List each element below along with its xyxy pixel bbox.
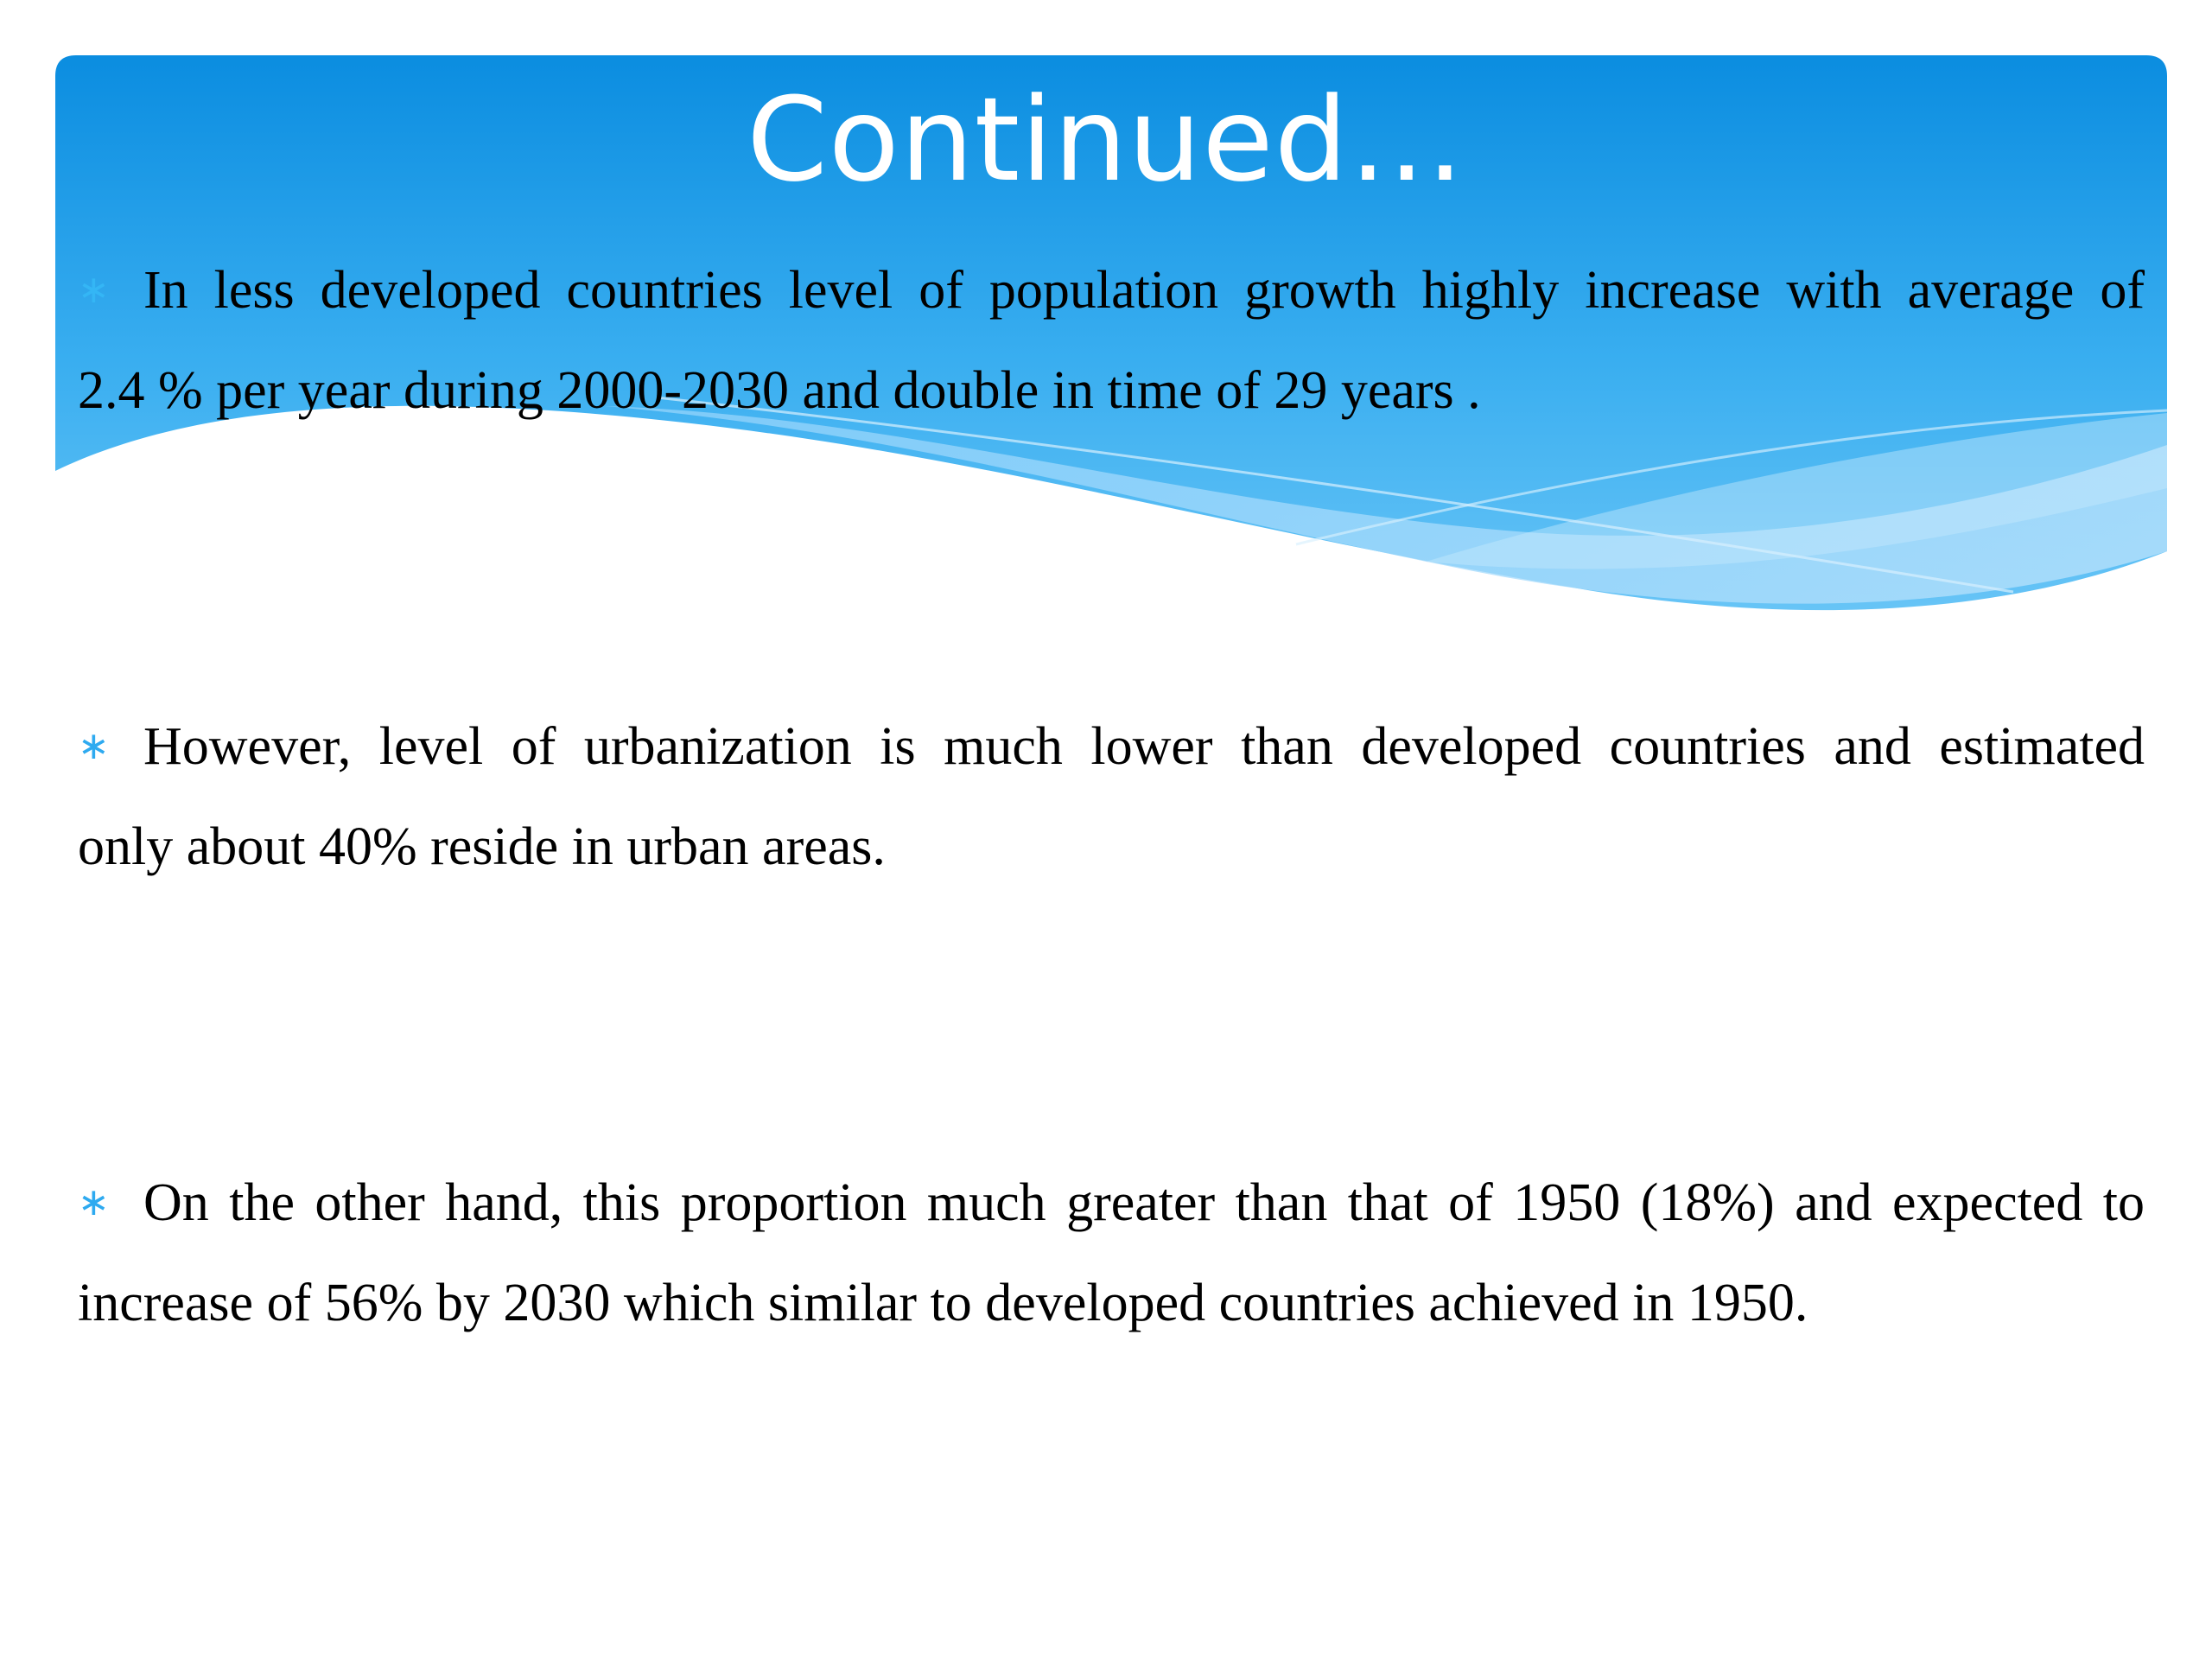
asterisk-bullet-icon: ∗	[78, 268, 110, 312]
header-banner	[55, 55, 2168, 611]
wave-thin-line-2	[1295, 409, 2168, 546]
bullet-text-line-1: However, level of urbanization is much l…	[143, 717, 2145, 776]
bullet-text-line-2: increase of 56% by 2030 which similar to…	[78, 1274, 1808, 1332]
bullet-line: increase of 56% by 2030 which similar to…	[78, 1253, 2145, 1353]
slide-title: Continued…	[747, 73, 1465, 207]
bullet-line: ∗ In less developed countries level of po…	[78, 240, 2145, 340]
bullet-text-line-1: In less developed countries level of pop…	[143, 261, 2145, 320]
bullet-item-population-growth: ∗ In less developed countries level of po…	[78, 240, 2145, 441]
bullet-line: ∗ However, level of urbanization is much …	[78, 696, 2145, 797]
bullet-line: 2.4 % per year during 2000-2030 and doub…	[78, 340, 2145, 441]
asterisk-bullet-icon: ∗	[78, 1180, 110, 1224]
bullet-item-proportion-1950: ∗ On the other hand, this proportion much…	[78, 1153, 2145, 1353]
asterisk-bullet-icon: ∗	[78, 724, 110, 768]
bullet-text-line-1: On the other hand, this proportion much …	[143, 1173, 2145, 1232]
bullet-text-line-2: 2.4 % per year during 2000-2030 and doub…	[78, 361, 1481, 420]
bullet-text-line-2: only about 40% reside in urban areas.	[78, 817, 886, 876]
wave-thin-line	[656, 396, 2014, 594]
bullet-line: ∗ On the other hand, this proportion much…	[78, 1153, 2145, 1253]
wave-light-band-2	[1426, 413, 2167, 569]
bullet-line: only about 40% reside in urban areas.	[78, 797, 2145, 897]
bullet-item-urbanization: ∗ However, level of urbanization is much …	[78, 696, 2145, 897]
